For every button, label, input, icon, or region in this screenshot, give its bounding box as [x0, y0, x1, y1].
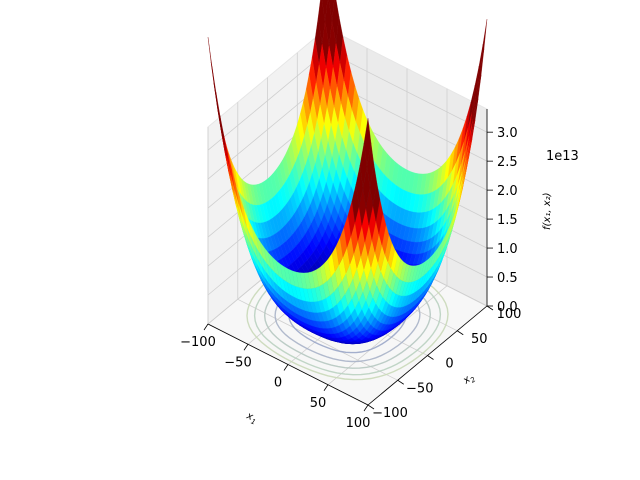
y-tick-label: 50 — [471, 332, 488, 347]
x-tick-label: −50 — [224, 355, 251, 370]
z-tick-label: 1.0 — [497, 242, 518, 257]
z-axis-label: f(x₁, x₂) — [542, 192, 553, 230]
z-axis-offset-label: 1e13 — [546, 149, 579, 164]
x-tick-mark — [363, 404, 369, 412]
x-tick-mark — [323, 384, 329, 391]
y-tick-mark — [397, 379, 404, 385]
x-tick-label: −100 — [180, 335, 216, 350]
y-tick-mark — [367, 404, 375, 410]
surface-patch — [479, 19, 488, 73]
y-tick-label: −100 — [372, 406, 408, 421]
y-tick-label: −50 — [406, 381, 433, 396]
x-tick-label: 0 — [274, 376, 282, 391]
surface-patch — [363, 118, 372, 167]
z-tick-label: 0.0 — [497, 300, 518, 315]
x-axis-label: x1 — [243, 410, 258, 426]
y-tick-mark — [427, 355, 434, 360]
x-tick-mark — [243, 344, 249, 351]
z-tick-label: 3.0 — [497, 126, 518, 141]
z-tick-label: 1.5 — [497, 213, 518, 228]
y-tick-label: 0 — [445, 357, 453, 372]
x-tick-label: 100 — [346, 416, 371, 431]
x-tick-mark — [203, 323, 209, 331]
x-tick-label: 50 — [310, 396, 327, 411]
z-tick-label: 2.0 — [497, 184, 518, 199]
x-tick-mark — [283, 364, 289, 371]
z-tick-label: 0.5 — [497, 271, 518, 286]
z-tick-label: 2.5 — [497, 155, 518, 170]
y-tick-label: 100 — [497, 307, 522, 322]
y-axis-label: x2 — [460, 371, 477, 389]
surface-mesh — [207, 0, 488, 345]
tick-labels: −100−50050100−100−500501000.00.51.01.52.… — [180, 126, 521, 431]
y-tick-mark — [457, 330, 464, 336]
y-tick-mark — [486, 305, 494, 311]
